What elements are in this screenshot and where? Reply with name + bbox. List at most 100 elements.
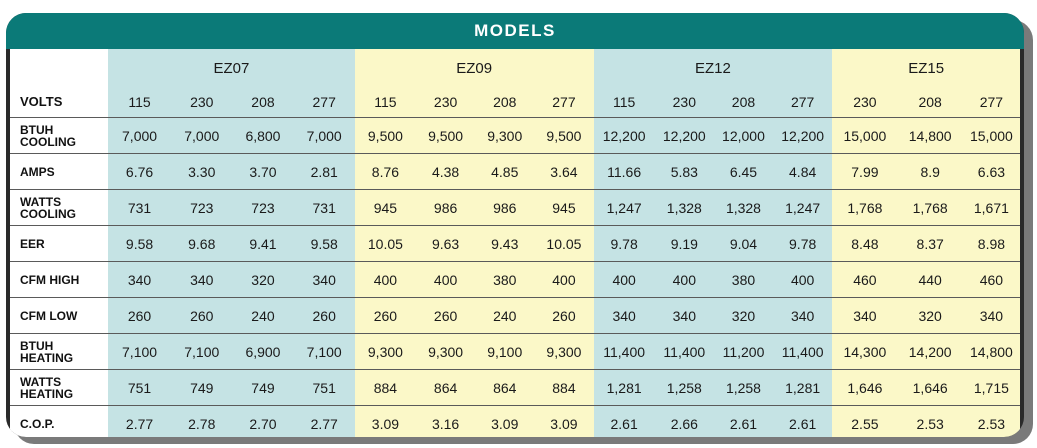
table-cell: 340 xyxy=(773,297,833,334)
table-cell: 7.99 xyxy=(832,153,898,190)
model-name: EZ12 xyxy=(593,49,833,87)
table-cell: 5.83 xyxy=(654,153,714,190)
table-cell: 14,200 xyxy=(897,333,963,370)
table-cell: 12,200 xyxy=(773,117,833,154)
table-cell: 240 xyxy=(475,297,535,334)
table-cell: 320 xyxy=(897,297,963,334)
volts-value: 230 xyxy=(416,87,476,118)
table-cell: 9.41 xyxy=(232,225,294,262)
table-cell: 751 xyxy=(293,369,355,406)
table-cell: 1,281 xyxy=(593,369,655,406)
row-label: EER xyxy=(10,225,108,262)
row-label: CFM HIGH xyxy=(10,261,108,298)
table-cell: 945 xyxy=(354,189,417,226)
table-cell: 9,300 xyxy=(475,117,535,154)
table-cell: 340 xyxy=(832,297,898,334)
table-cell: 1,646 xyxy=(832,369,898,406)
table-cell: 2.66 xyxy=(654,405,714,437)
volts-value: 115 xyxy=(354,87,417,118)
table-cell: 9.04 xyxy=(713,225,774,262)
volts-value: 277 xyxy=(534,87,594,118)
table-cell: 14,800 xyxy=(962,333,1020,370)
table-cell: 9.68 xyxy=(171,225,233,262)
model-header-row: EZ07 EZ09 EZ12 EZ15 xyxy=(10,49,1020,87)
table-cell: 10.05 xyxy=(354,225,417,262)
table-cell: 15,000 xyxy=(832,117,898,154)
table-cell: 400 xyxy=(354,261,417,298)
table-cell: 8.37 xyxy=(897,225,963,262)
table-cell: 11.66 xyxy=(593,153,655,190)
table-cell: 460 xyxy=(832,261,898,298)
table-row: WATTS COOLING 731 723 723 731 945 986 986 945 1,2… xyxy=(10,189,1020,226)
table-cell: 380 xyxy=(475,261,535,298)
table-cell: 2.61 xyxy=(773,405,833,437)
row-label: WATTS HEATING xyxy=(10,369,108,406)
volts-row: VOLTS 115 230 208 277 115 230 208 277 115 230 208 27… xyxy=(10,87,1020,118)
table-cell: 340 xyxy=(654,297,714,334)
table-cell: 749 xyxy=(171,369,233,406)
table-cell: 9,100 xyxy=(475,333,535,370)
table-cell: 1,281 xyxy=(773,369,833,406)
volts-value: 208 xyxy=(713,87,774,118)
table-cell: 3.09 xyxy=(475,405,535,437)
table-row: BTUH HEATING 7,100 7,100 6,900 7,100 9,300 9,3… xyxy=(10,333,1020,370)
table-cell: 3.64 xyxy=(534,153,594,190)
volts-value: 208 xyxy=(897,87,963,118)
volts-value: 115 xyxy=(107,87,172,118)
table-cell: 12,000 xyxy=(713,117,774,154)
volts-value: 230 xyxy=(171,87,233,118)
table-cell: 12,200 xyxy=(654,117,714,154)
table-cell: 240 xyxy=(232,297,294,334)
table-row: C.O.P. 2.77 2.78 2.70 2.77 3.09 3.16 3.09 3.09 2.… xyxy=(10,405,1020,437)
model-name: EZ15 xyxy=(832,49,1020,87)
table-cell: 260 xyxy=(107,297,172,334)
table-cell: 3.09 xyxy=(354,405,417,437)
table-cell: 4.85 xyxy=(475,153,535,190)
row-label: WATTS COOLING xyxy=(10,189,108,226)
volts-value: 230 xyxy=(654,87,714,118)
table-cell: 864 xyxy=(416,369,476,406)
table-cell: 260 xyxy=(293,297,355,334)
table-cell: 2.61 xyxy=(713,405,774,437)
table-cell: 8.76 xyxy=(354,153,417,190)
table-cell: 749 xyxy=(232,369,294,406)
table-cell: 884 xyxy=(534,369,594,406)
table-cell: 1,247 xyxy=(593,189,655,226)
table-cell: 9,500 xyxy=(534,117,594,154)
table-cell: 9,500 xyxy=(354,117,417,154)
table-cell: 9.19 xyxy=(654,225,714,262)
table-cell: 1,768 xyxy=(832,189,898,226)
table-cell: 945 xyxy=(534,189,594,226)
table-cell: 400 xyxy=(534,261,594,298)
table-row: CFM HIGH 340 340 320 340 400 400 380 400 400 400 38… xyxy=(10,261,1020,298)
corner-cell xyxy=(10,49,108,87)
table-cell: 731 xyxy=(293,189,355,226)
table-cell: 6.76 xyxy=(107,153,172,190)
table-cell: 260 xyxy=(354,297,417,334)
table-cell: 1,768 xyxy=(897,189,963,226)
table-cell: 9.63 xyxy=(416,225,476,262)
table-cell: 1,715 xyxy=(962,369,1020,406)
table-cell: 2.77 xyxy=(293,405,355,437)
table-cell: 400 xyxy=(416,261,476,298)
table-cell: 460 xyxy=(962,261,1020,298)
table-cell: 1,671 xyxy=(962,189,1020,226)
table-cell: 14,800 xyxy=(897,117,963,154)
table-cell: 9,300 xyxy=(416,333,476,370)
table-cell: 11,400 xyxy=(654,333,714,370)
table-cell: 380 xyxy=(713,261,774,298)
table-cell: 2.53 xyxy=(962,405,1020,437)
table-cell: 1,258 xyxy=(654,369,714,406)
table-cell: 400 xyxy=(773,261,833,298)
row-label: CFM LOW xyxy=(10,297,108,334)
table-cell: 9.78 xyxy=(773,225,833,262)
volts-value: 277 xyxy=(962,87,1020,118)
table-cell: 4.38 xyxy=(416,153,476,190)
table-cell: 7,100 xyxy=(171,333,233,370)
table-cell: 260 xyxy=(416,297,476,334)
table-cell: 7,000 xyxy=(107,117,172,154)
table-cell: 3.70 xyxy=(232,153,294,190)
table-cell: 731 xyxy=(107,189,172,226)
table-cell: 14,300 xyxy=(832,333,898,370)
table-cell: 3.09 xyxy=(534,405,594,437)
